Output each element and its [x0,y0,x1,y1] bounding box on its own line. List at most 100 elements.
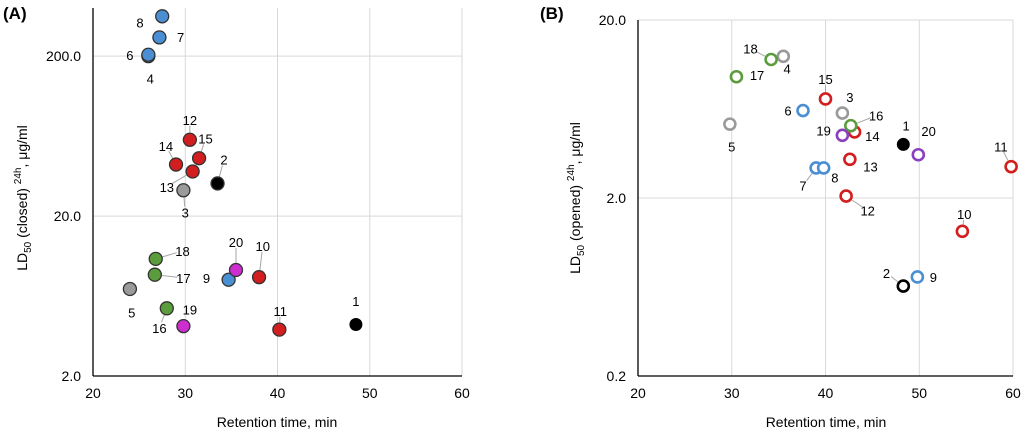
point-label-15: 15 [818,72,832,87]
data-point-9 [221,272,236,287]
data-point-5 [723,117,737,131]
data-point-20 [911,147,926,162]
leader-line [755,51,766,57]
point-label-12: 12 [183,113,197,128]
chart-panel-b: (B) 20 30 40 50 600.22.020.0 123456789101112… [540,4,1021,430]
leader-line [259,251,263,271]
data-point-18 [148,251,163,267]
point-label-2: 2 [220,153,227,168]
point-label-20: 20 [229,235,243,250]
x-tick-label-a: 50 [362,385,378,401]
point-label-18: 18 [743,42,757,57]
leader-line [1003,151,1009,161]
data-point-10 [955,224,970,239]
data-point-13 [185,164,200,179]
data-point-3 [176,183,191,198]
x-axis-label-b: Retention time, min [766,414,887,430]
point-label-13: 13 [160,180,174,195]
point-label-18: 18 [175,244,189,259]
point-label-5: 5 [728,139,735,154]
data-point-13 [843,152,857,167]
point-label-1: 1 [903,119,910,134]
point-label-6: 6 [784,104,791,119]
point-label-19: 19 [183,303,197,318]
x-tick-label-b: 60 [1005,385,1021,401]
point-label-17: 17 [750,68,764,83]
data-point-20 [228,262,244,278]
leader-line [218,165,223,177]
data-point-12 [182,132,198,147]
point-label-3: 3 [182,206,189,221]
ticks-b: 20 30 40 50 60 0.2 2.0 20.0 [599,12,1021,401]
data-point-2 [210,176,225,191]
data-point-14 [168,157,184,172]
point-label-4: 4 [783,61,790,76]
point-label-4: 4 [147,71,154,86]
leader-line [168,150,174,159]
x-tick-label-a: 20 [85,385,101,401]
point-label-6: 6 [126,48,133,63]
data-point-16 [844,118,858,133]
leader-line [806,173,813,182]
data-point-5 [122,281,138,297]
data-point-7 [152,30,167,45]
data-point-16 [159,301,174,316]
point-label-14: 14 [159,139,173,154]
leader-line [857,117,871,124]
data-point-4 [776,49,791,64]
point-label-11: 11 [994,139,1008,154]
y-tick-label-a: 20.0 [54,208,81,224]
leader-line [890,276,899,283]
data-point-11 [1004,159,1018,174]
point-label-16: 16 [869,109,883,124]
data-point-8 [155,9,170,24]
data-point-6 [141,47,156,62]
x-tick-label-a: 60 [454,385,470,401]
point-label-10: 10 [256,239,270,254]
data-point-12 [839,189,853,203]
y-axis-label-b: LD50 (opened) 24h, μg/ml [566,122,587,274]
x-tick-label-b: 40 [818,385,834,401]
point-label-15: 15 [198,132,212,147]
data-point-17 [729,69,744,84]
x-tick-label-a: 40 [270,385,286,401]
point-label-11: 11 [274,304,288,319]
data-point-2 [896,279,911,293]
data-point-8 [816,161,831,175]
data-point-1 [896,137,910,151]
point-label-12: 12 [860,204,874,219]
data-point-19 [176,318,191,334]
x-tick-label-b: 50 [911,385,927,401]
data-point-15 [191,151,207,166]
ticks-a: 20 30 40 50 60 2.0 20.0 200.0 [46,48,470,401]
y-tick-label-b: 20.0 [599,12,626,28]
point-label-7: 7 [177,30,184,45]
y-tick-label-a: 200.0 [46,48,81,64]
point-label-9: 9 [930,270,937,285]
data-point-15 [818,92,833,106]
data-point-18 [764,52,778,67]
point-label-2: 2 [883,266,890,281]
leader-line [851,199,863,208]
point-label-8: 8 [831,171,838,186]
data-point-3 [835,106,850,120]
point-label-5: 5 [128,305,135,320]
x-tick-label-b: 20 [630,385,646,401]
leader-line [161,274,178,278]
point-label-20: 20 [921,124,935,139]
panel-label-a: (A) [3,4,27,23]
leader-line [162,252,177,258]
data-point-17 [147,267,162,282]
leader-line [161,314,165,323]
point-label-3: 3 [846,90,853,105]
leader-line [200,144,205,152]
y-tick-label-a: 2.0 [62,368,82,384]
x-axis-label-a: Retention time, min [217,414,338,430]
point-label-10: 10 [957,207,971,222]
x-tick-label-b: 30 [724,385,740,401]
y-axis-label-a: LD50 (closed) 24h, μg/ml [13,125,34,271]
